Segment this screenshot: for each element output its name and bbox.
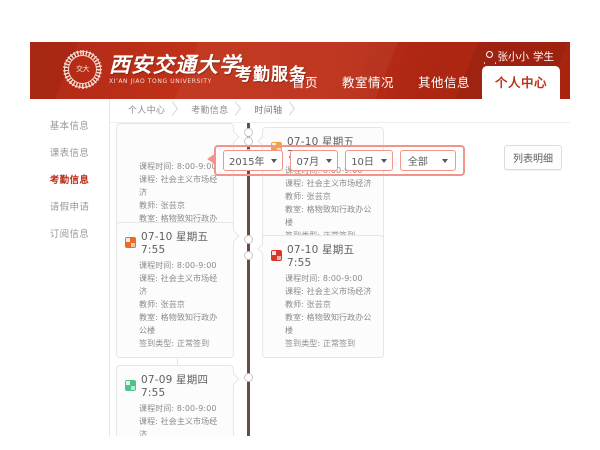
field-signin-type: 签到类型: 正常签到: [139, 339, 210, 348]
attendance-card-title: 07-10 星期五 7:55: [287, 244, 355, 269]
timeline-node[interactable]: [244, 251, 253, 260]
sidebar-item-schedule-info[interactable]: 课表信息: [49, 147, 90, 159]
app-window: 交大 西安交通大学 XI'AN JIAO TONG UNIVERSITY 考勤服…: [30, 42, 570, 437]
field-teacher: 教师: 张芸京: [285, 192, 331, 201]
breadcrumb-item-timeline[interactable]: 时间轴: [244, 99, 298, 123]
month-select-value: 07月: [296, 157, 320, 168]
attendance-status-icon: [125, 237, 136, 248]
user-role: 学生: [533, 51, 554, 63]
university-seal-icon: 交大: [63, 50, 102, 89]
field-course: 课程: 社会主义市场经济: [285, 179, 372, 188]
nav-item-personal-center[interactable]: 个人中心: [481, 66, 560, 99]
scope-select-value: 全部: [407, 157, 428, 168]
field-course-time: 课程时间: 8:00-9:00: [285, 274, 363, 283]
attendance-card[interactable]: 07-10 星期五 7:55 课程时间: 8:00-9:00 课程: 社会主义市…: [116, 222, 234, 358]
month-select[interactable]: 07月: [290, 150, 339, 171]
nav-item-other-info[interactable]: 其他信息: [417, 75, 470, 90]
brand-logo[interactable]: 交大 西安交通大学 XI'AN JIAO TONG UNIVERSITY: [63, 50, 241, 89]
field-classroom: 教室: 格物致知行政办公楼: [285, 205, 372, 227]
breadcrumb: 个人中心 考勤信息 时间轴: [110, 99, 570, 123]
day-select-value: 10日: [351, 157, 374, 168]
field-teacher: 教师: 张芸京: [285, 300, 331, 309]
chevron-down-icon: [271, 158, 278, 163]
attendance-card-header: 07-10 星期五 7:55: [125, 229, 225, 256]
field-classroom: 教室: 格物致知行政办公楼: [285, 313, 372, 335]
content-area: 个人中心 考勤信息 时间轴 2015 7月 6月 5月 3月 2月 1月 201…: [110, 99, 570, 437]
field-course: 课程: 社会主义市场经济: [285, 287, 372, 296]
field-course: 课程: 社会主义市场经济: [139, 175, 218, 197]
chevron-down-icon: [326, 158, 333, 163]
attendance-card[interactable]: 07-09 星期四 7:55 课程时间: 8:00-9:00 课程: 社会主义市…: [116, 365, 234, 436]
sidebar-item-leave-request[interactable]: 请假申请: [49, 201, 90, 213]
list-detail-button[interactable]: 列表明细: [504, 145, 562, 170]
field-course: 课程: 社会主义市场经济: [139, 274, 218, 296]
year-select[interactable]: 2015年: [223, 150, 284, 171]
service-title: 考勤服务: [235, 65, 307, 85]
sidebar-item-attendance-info[interactable]: 考勤信息: [49, 174, 90, 186]
user-name: 张小小: [497, 51, 530, 63]
timeline-node[interactable]: [244, 235, 253, 244]
nav-item-home[interactable]: 首页: [291, 75, 318, 90]
chevron-down-icon: [380, 158, 387, 163]
main-navigation: 首页 教室情况 其他信息 个人中心: [280, 66, 560, 99]
breadcrumb-item-attendance-info[interactable]: 考勤信息: [181, 99, 244, 123]
attendance-status-icon: [125, 380, 136, 391]
field-course: 课程: 社会主义市场经济: [139, 417, 218, 436]
brand-text: 西安交通大学 XI'AN JIAO TONG UNIVERSITY: [109, 52, 241, 85]
seal-gear-teeth: [63, 50, 102, 89]
field-signin-type: 签到类型: 正常签到: [285, 339, 356, 348]
timeline-axis: [247, 123, 250, 436]
field-classroom: 教室: 格物致知行政办公楼: [139, 313, 218, 335]
year-select-value: 2015年: [229, 157, 265, 168]
brand-name-en: XI'AN JIAO TONG UNIVERSITY: [109, 77, 212, 85]
breadcrumb-item-personal-center[interactable]: 个人中心: [118, 99, 181, 123]
attendance-card-title: 07-09 星期四 7:55: [141, 374, 209, 399]
site-header: 交大 西安交通大学 XI'AN JIAO TONG UNIVERSITY 考勤服…: [30, 42, 570, 99]
attendance-card-header: 07-09 星期四 7:55: [125, 372, 225, 399]
timeline-node[interactable]: [244, 373, 253, 382]
nav-item-classroom[interactable]: 教室情况: [341, 75, 394, 90]
field-course-time: 课程时间: 8:00-9:00: [139, 162, 217, 171]
page-body: 基本信息 课表信息 考勤信息 请假申请 订阅信息 个人中心 考勤信息 时间轴 2…: [30, 99, 570, 437]
chevron-down-icon: [441, 158, 448, 163]
field-teacher: 教师: 张芸京: [139, 201, 185, 210]
attendance-card-header: 07-10 星期五 7:55: [271, 242, 375, 269]
attendance-card[interactable]: 07-10 星期五 7:55 课程时间: 8:00-9:00 课程: 社会主义市…: [262, 235, 384, 358]
timeline-container: 2015 7月 6月 5月 3月 2月 1月 2014 2013 10号: [110, 123, 570, 436]
sidebar-item-basic-info[interactable]: 基本信息: [49, 120, 90, 132]
sidebar-item-subscription-info[interactable]: 订阅信息: [49, 228, 90, 240]
scope-select[interactable]: 全部: [399, 150, 456, 171]
brand-name-cn: 西安交通大学: [109, 52, 241, 78]
field-course-time: 课程时间: 8:00-9:00: [139, 261, 217, 270]
user-info[interactable]: 张小小 学生: [484, 49, 554, 64]
field-teacher: 教师: 张芸京: [139, 300, 185, 309]
attendance-card-title: 07-10 星期五 7:55: [141, 231, 209, 256]
user-icon: [484, 51, 494, 62]
day-select[interactable]: 10日: [345, 150, 393, 171]
timeline-node[interactable]: [244, 128, 253, 137]
attendance-status-icon: [271, 250, 282, 261]
date-filter-bar: 2015年 07月 10日 全部: [214, 145, 465, 176]
sidebar: 基本信息 课表信息 考勤信息 请假申请 订阅信息: [30, 99, 110, 437]
field-course-time: 课程时间: 8:00-9:00: [139, 404, 217, 413]
